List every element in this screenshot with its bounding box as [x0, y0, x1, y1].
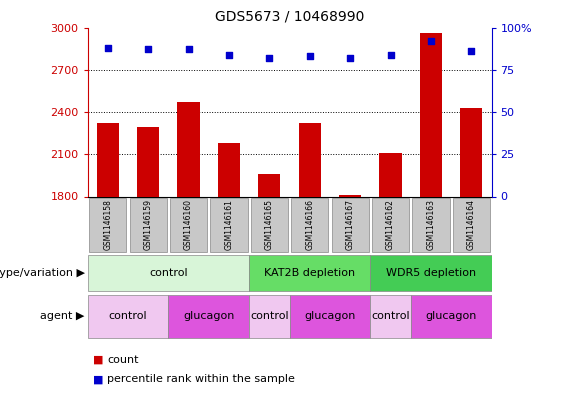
Bar [332, 198, 369, 252]
Bar [453, 198, 490, 252]
Point [224, 51, 233, 58]
Bar [218, 143, 240, 196]
Point [427, 38, 436, 44]
Bar [170, 198, 207, 252]
Bar [210, 198, 247, 252]
Point [103, 45, 112, 51]
Text: control: control [108, 311, 147, 321]
Point [346, 55, 355, 61]
Point [467, 48, 476, 54]
Bar [299, 123, 321, 196]
Text: control: control [149, 268, 188, 278]
Bar [372, 198, 409, 252]
Text: control: control [371, 311, 410, 321]
Bar [88, 295, 168, 338]
Text: genotype/variation ▶: genotype/variation ▶ [0, 268, 85, 278]
Bar [251, 198, 288, 252]
Text: GSM1146163: GSM1146163 [427, 200, 436, 250]
Bar [412, 198, 450, 252]
Bar [411, 295, 492, 338]
Bar [339, 195, 361, 196]
Text: percentile rank within the sample: percentile rank within the sample [107, 374, 295, 384]
Bar [420, 33, 442, 196]
Text: glucagon: glucagon [425, 311, 477, 321]
Text: GSM1146158: GSM1146158 [103, 200, 112, 250]
Bar [177, 102, 199, 196]
Text: GSM1146161: GSM1146161 [224, 200, 233, 250]
Bar [258, 174, 280, 196]
Text: count: count [107, 354, 139, 365]
Point [386, 51, 395, 58]
Bar [371, 255, 492, 291]
Bar [97, 123, 119, 196]
Text: glucagon: glucagon [305, 311, 355, 321]
Bar [371, 295, 411, 338]
Point [184, 46, 193, 53]
Bar [88, 255, 249, 291]
Point [265, 55, 274, 61]
Text: ■: ■ [93, 354, 104, 365]
Bar [249, 255, 371, 291]
Point [305, 53, 314, 59]
Text: GSM1146164: GSM1146164 [467, 200, 476, 250]
Point [144, 46, 153, 53]
Text: GSM1146167: GSM1146167 [346, 200, 355, 250]
Text: GSM1146165: GSM1146165 [265, 200, 274, 250]
Text: GSM1146160: GSM1146160 [184, 200, 193, 250]
Title: GDS5673 / 10468990: GDS5673 / 10468990 [215, 9, 364, 24]
Bar [137, 127, 159, 196]
Text: agent ▶: agent ▶ [40, 311, 85, 321]
Text: ■: ■ [93, 374, 104, 384]
Bar [249, 295, 289, 338]
Bar [168, 295, 249, 338]
Bar [460, 108, 483, 196]
Text: glucagon: glucagon [183, 311, 234, 321]
Text: GSM1146166: GSM1146166 [305, 200, 314, 250]
Bar [380, 153, 402, 196]
Bar [89, 198, 127, 252]
Text: control: control [250, 311, 289, 321]
Bar [290, 295, 371, 338]
Bar [291, 198, 328, 252]
Text: GSM1146159: GSM1146159 [144, 200, 153, 250]
Text: WDR5 depletion: WDR5 depletion [386, 268, 476, 278]
Text: GSM1146162: GSM1146162 [386, 200, 395, 250]
Text: KAT2B depletion: KAT2B depletion [264, 268, 355, 278]
Bar [129, 198, 167, 252]
